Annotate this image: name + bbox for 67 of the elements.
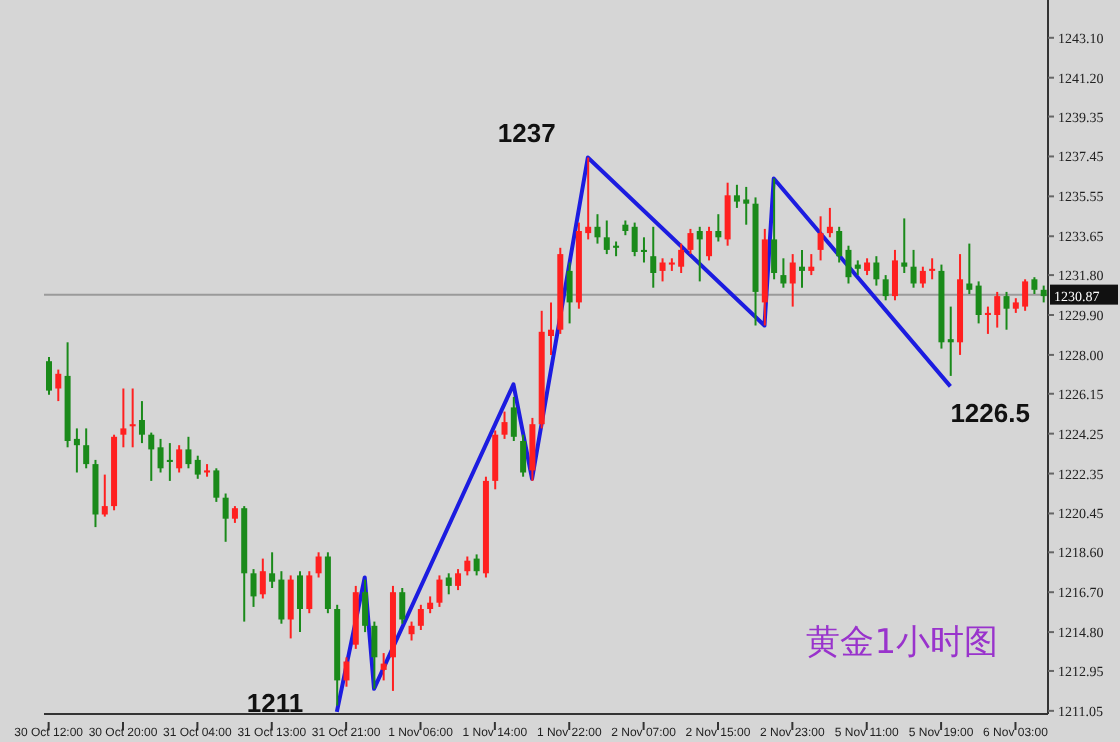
candlestick <box>46 356 52 396</box>
candlestick <box>315 551 322 579</box>
candlestick <box>343 656 350 688</box>
candlestick <box>882 274 889 302</box>
candlestick <box>510 395 517 442</box>
candlestick <box>436 574 443 608</box>
candlestick <box>455 568 462 592</box>
candlestick <box>966 242 973 295</box>
candlestick <box>101 473 108 518</box>
candlestick <box>520 433 527 478</box>
candlestick <box>817 215 824 262</box>
candlestick <box>808 253 815 277</box>
candlestick <box>185 435 192 470</box>
candlestick <box>771 177 778 281</box>
candlestick <box>297 570 303 634</box>
candlestick <box>213 467 220 503</box>
candlestick <box>55 368 62 403</box>
candlestick <box>873 255 880 287</box>
candlestick <box>799 248 805 289</box>
candlestick <box>901 217 908 274</box>
candlestick <box>975 280 982 325</box>
data-label: 1211 <box>246 687 304 718</box>
candlestick <box>724 181 731 247</box>
candlestick <box>650 225 657 289</box>
candlestick <box>715 213 722 243</box>
candlestick <box>399 587 406 625</box>
candlestick <box>259 557 266 600</box>
candlestick <box>120 387 127 449</box>
candlestick <box>138 400 145 445</box>
candlestick <box>566 261 573 325</box>
candlestick <box>780 257 787 289</box>
data-label: 1237 <box>497 117 556 148</box>
candlestick <box>696 225 703 283</box>
candlestick <box>789 253 796 308</box>
candlestick <box>166 442 173 482</box>
candlestick <box>929 257 936 281</box>
candlestick <box>910 248 917 289</box>
candlestick <box>529 416 536 482</box>
candlestick <box>947 305 954 377</box>
candlestick <box>891 248 898 302</box>
candlestick <box>194 454 201 480</box>
candlestick <box>417 603 424 631</box>
candlestick <box>250 568 257 608</box>
candlestick <box>287 574 294 640</box>
candlestick <box>148 431 155 482</box>
candlestick <box>222 492 229 543</box>
candlestick <box>445 572 452 596</box>
candlestick <box>706 225 713 262</box>
candlestick <box>362 578 369 634</box>
candlestick <box>306 570 313 615</box>
annotation: 黄金1小时图 <box>806 622 999 663</box>
candlestick <box>408 620 415 642</box>
candlestick <box>687 227 694 256</box>
candlestick <box>1003 290 1010 331</box>
candlestick <box>83 427 90 470</box>
candlestick <box>380 652 387 682</box>
candlestick <box>492 429 499 491</box>
candlestick <box>501 410 508 440</box>
candlestick <box>826 206 833 239</box>
candlestick <box>129 387 136 449</box>
candlestick <box>176 444 183 474</box>
data-label: 1226.5 <box>950 398 1030 429</box>
candlestick <box>594 213 601 245</box>
candlestick <box>371 620 378 690</box>
candlestick <box>473 553 480 577</box>
candlestick <box>464 555 471 577</box>
candlestick <box>919 265 926 289</box>
